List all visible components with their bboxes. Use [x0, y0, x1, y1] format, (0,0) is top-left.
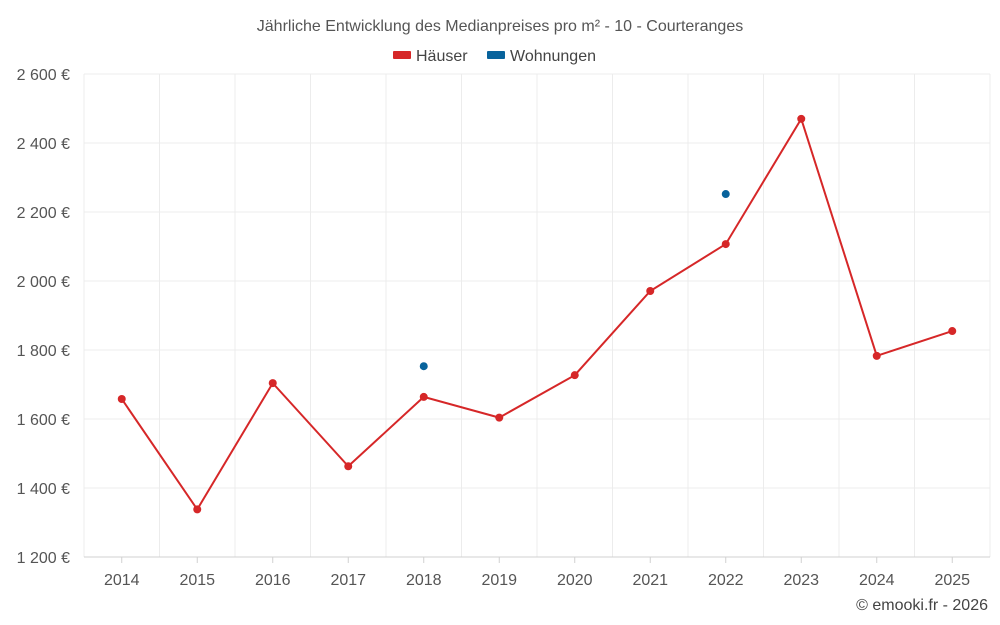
y-tick-label: 2 000 € [17, 274, 70, 291]
data-point[interactable] [193, 505, 202, 514]
legend-label: Wohnungen [510, 48, 596, 65]
gridlines [83, 73, 991, 558]
data-point[interactable] [872, 351, 881, 360]
x-tick-label: 2020 [557, 572, 593, 589]
data-point[interactable] [495, 413, 504, 422]
x-axis: 2014 2015 2016 2017 2018 2019 2020 2021 2022 2023… [84, 556, 990, 589]
data-point[interactable] [268, 379, 277, 388]
y-tick-label: 1 400 € [17, 481, 70, 498]
legend-item-häuser[interactable]: Häuser [393, 48, 468, 65]
chart-title: Jährliche Entwicklung des Medianpreises … [257, 18, 743, 35]
data-point[interactable] [117, 394, 126, 403]
y-axis: 1 200 € 1 400 € 1 600 € 1 800 € 2 000 € 2 200… [17, 67, 70, 567]
credit-text: © emooki.fr - 2026 [856, 597, 988, 614]
y-tick-label: 2 400 € [17, 136, 70, 153]
data-point[interactable] [721, 240, 730, 249]
data-point[interactable] [570, 371, 579, 380]
y-tick-label: 2 200 € [17, 205, 70, 222]
data-point[interactable] [797, 114, 806, 123]
series-layer [117, 114, 957, 514]
y-tick-label: 2 600 € [17, 67, 70, 84]
legend-label: Häuser [416, 48, 468, 65]
x-tick-label: 2022 [708, 572, 744, 589]
x-tick-label: 2023 [783, 572, 819, 589]
x-tick-label: 2018 [406, 572, 442, 589]
legend-swatch [487, 51, 505, 59]
x-tick-label: 2024 [859, 572, 895, 589]
x-tick-label: 2019 [481, 572, 517, 589]
y-tick-label: 1 200 € [17, 550, 70, 567]
x-tick-label: 2016 [255, 572, 291, 589]
x-tick-label: 2017 [330, 572, 366, 589]
y-tick-label: 1 800 € [17, 343, 70, 360]
x-tick-label: 2014 [104, 572, 140, 589]
data-point[interactable] [419, 362, 428, 371]
legend-item-wohnungen[interactable]: Wohnungen [487, 48, 596, 65]
data-point[interactable] [948, 327, 957, 336]
data-point[interactable] [419, 392, 428, 401]
legend[interactable]: Häuser Wohnungen [393, 48, 596, 65]
series-line-häuser [120, 116, 953, 512]
data-point[interactable] [344, 462, 353, 471]
x-tick-label: 2025 [934, 572, 970, 589]
x-tick-label: 2021 [632, 572, 668, 589]
data-point[interactable] [646, 287, 655, 296]
x-tick-label: 2015 [179, 572, 215, 589]
data-point[interactable] [721, 190, 730, 199]
y-tick-label: 1 600 € [17, 412, 70, 429]
legend-swatch [393, 51, 411, 59]
